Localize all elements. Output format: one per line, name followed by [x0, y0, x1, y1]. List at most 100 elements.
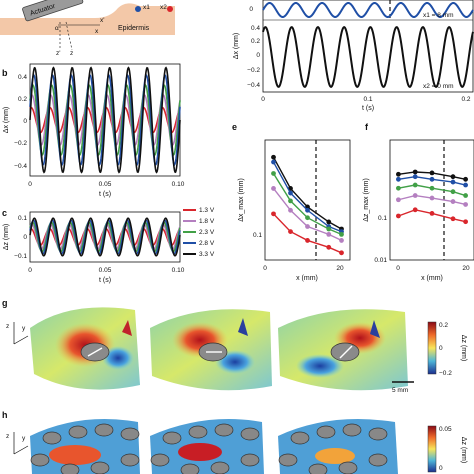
- panel-h-cbar-tick-1: 0: [439, 465, 443, 472]
- panel-b-ytick-4: −0.4: [14, 163, 27, 170]
- data-point: [429, 185, 435, 191]
- data-point: [305, 207, 310, 213]
- actuator-disc: [150, 453, 170, 467]
- panel-d-xtick-1: 0.1: [363, 96, 372, 103]
- actuator-disc: [308, 463, 328, 474]
- actuator-disc: [42, 431, 62, 445]
- data-point: [450, 189, 456, 195]
- panel-g-cbar-tick-2: −0.2: [439, 370, 452, 377]
- panel-h-maps: [30, 419, 398, 474]
- actuator-disc: [210, 461, 230, 474]
- panel-g-axes-glyph: z y: [6, 322, 29, 345]
- panel-b-xtick-1: 0.05: [99, 181, 112, 188]
- z-glyph: z: [70, 50, 73, 57]
- panel-e-xlabel: x (mm): [296, 275, 318, 282]
- data-point: [396, 197, 401, 203]
- data-point: [288, 190, 293, 196]
- actuator-disc: [120, 453, 140, 467]
- panel-label-f: f: [365, 122, 369, 132]
- panel-e-frame: [264, 139, 351, 261]
- panel-g-map-3: [278, 309, 408, 391]
- panel-d-ytick-3: −0.2: [247, 67, 260, 74]
- panel-g-map-2: [150, 309, 272, 391]
- actuator-disc: [162, 431, 182, 445]
- panel-c: 0.1 0 −0.1 Δz (mm) 0 0.05 0.10 t (s): [3, 211, 185, 284]
- panel-f-xlabel: x (mm): [421, 275, 443, 282]
- data-point: [288, 229, 293, 235]
- panel-c-xtick-2: 0.10: [172, 267, 185, 274]
- data-point: [450, 179, 456, 185]
- data-point: [463, 193, 468, 198]
- panel-e-ylabel: Δx_max (mm): [238, 178, 245, 222]
- legend-label-1: 1.8 V: [199, 218, 215, 225]
- data-point: [463, 176, 468, 182]
- panel-d: x1 = 8 mm x2 = 0 mm 0 0.4 0.2 0 −0.2 −0.…: [233, 0, 474, 112]
- point-x1-dot: [135, 6, 141, 12]
- panel-f-frame: [389, 139, 474, 261]
- panel-g-colorbar: [427, 321, 437, 375]
- panel-h-colorbar: [427, 425, 437, 473]
- actuator-disc: [290, 431, 310, 445]
- actuator-disc: [278, 453, 298, 467]
- panel-b-ytick-2: 0: [23, 118, 27, 125]
- actuator-disc: [68, 425, 88, 439]
- panel-f-series: [396, 169, 468, 225]
- data-point: [412, 207, 418, 213]
- panel-e-xtick-1: 20: [336, 265, 344, 272]
- panel-b: 0.4 0.2 0 −0.2 −0.4 Δx (mm) 0 0.05 0.10 …: [3, 63, 185, 198]
- data-point: [412, 182, 418, 188]
- point-x1-label: x1: [143, 4, 150, 11]
- panel-h-actuator-discs: [30, 423, 388, 474]
- data-point: [429, 170, 435, 176]
- panel-c-ytick-2: −0.1: [14, 253, 27, 260]
- data-point: [429, 211, 435, 216]
- actuator-disc: [188, 425, 208, 439]
- panel-d-ylabel: Δx (mm): [233, 33, 240, 59]
- panel-g-z-glyph: z: [6, 323, 9, 330]
- actuator-disc: [240, 453, 260, 467]
- panel-e-series: [271, 154, 344, 256]
- data-point: [339, 231, 344, 237]
- panel-c-ytick-1: 0: [23, 234, 27, 241]
- panel-label-g: g: [2, 298, 8, 308]
- actuator-disc: [316, 425, 336, 439]
- data-point: [463, 202, 468, 207]
- panel-b-ylabel: Δx (mm): [3, 107, 10, 133]
- data-point: [271, 186, 276, 191]
- actuator-disc: [330, 342, 360, 362]
- panel-d-bottom-series: [262, 26, 474, 88]
- series-line-x1: [262, 2, 474, 18]
- panel-h-cbar-tick-0: 0.05: [439, 426, 452, 433]
- legend-label-3: 2.8 V: [199, 240, 215, 247]
- panel-label-b: b: [2, 68, 8, 78]
- panel-label-e: e: [232, 122, 237, 132]
- panel-g-cbar-tick-1: 0: [439, 345, 443, 352]
- actuator-disc: [120, 427, 140, 441]
- scale-bar-label: 5 mm: [392, 387, 408, 394]
- actuator-disc: [368, 427, 388, 441]
- actuator-disc: [240, 427, 260, 441]
- panel-f-ytick-0: 0.1: [378, 215, 387, 222]
- panel-h-y-glyph: y: [22, 435, 26, 442]
- panel-f: 0.1 0.01 Δz_max (mm) 0 20 x (mm): [363, 139, 474, 282]
- panel-b-xlabel: t (s): [99, 191, 111, 198]
- panel-f-ylabel: Δz_max (mm): [363, 178, 370, 222]
- data-point: [412, 169, 418, 175]
- epidermis-label: Epidermis: [118, 25, 150, 32]
- series-line-1-8-v: [272, 188, 342, 242]
- panel-h-cbar-label: Δz (mm): [460, 437, 467, 463]
- data-point: [326, 244, 332, 250]
- data-point: [271, 159, 276, 165]
- panel-g: z y 0.2 0 −0.2: [6, 307, 467, 394]
- point-x2-label: x2: [160, 4, 167, 11]
- data-point: [305, 238, 310, 243]
- data-point: [288, 207, 293, 213]
- actuator-disc: [90, 461, 110, 474]
- actuator-disc: [338, 461, 358, 474]
- panel-label-h: h: [2, 410, 8, 420]
- series-line-2-8-v: [272, 161, 342, 233]
- panel-d-ytick-4: −0.4: [247, 82, 260, 89]
- xprime-glyph: x': [100, 17, 105, 24]
- panel-e-xtick-0: 0: [263, 265, 267, 272]
- actuator-disc: [368, 453, 388, 467]
